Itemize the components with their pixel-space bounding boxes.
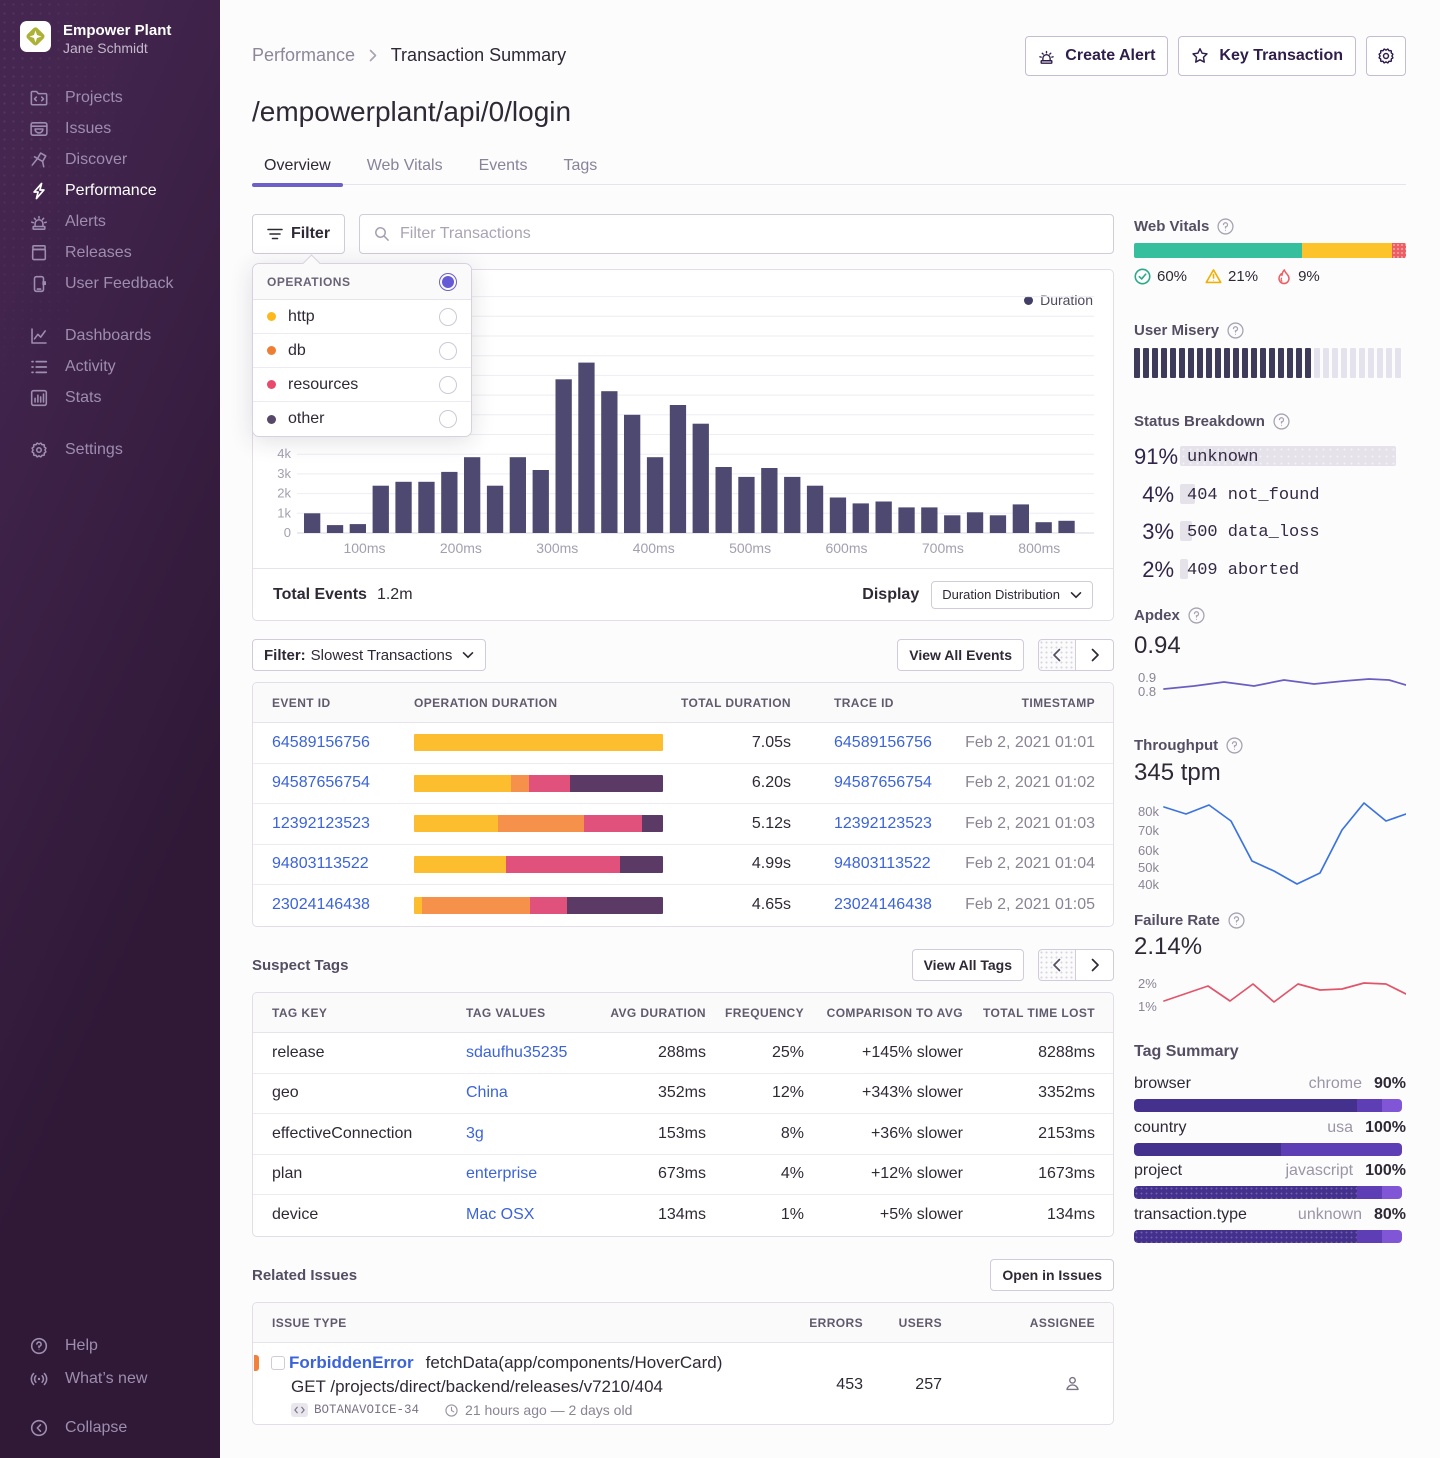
svg-text:4k: 4k bbox=[277, 446, 291, 461]
svg-text:2k: 2k bbox=[277, 486, 291, 501]
svg-text:1k: 1k bbox=[277, 505, 291, 520]
svg-text:300ms: 300ms bbox=[536, 540, 578, 556]
svg-text:400ms: 400ms bbox=[633, 540, 675, 556]
svg-text:0: 0 bbox=[284, 525, 291, 540]
svg-text:800ms: 800ms bbox=[1018, 540, 1060, 556]
svg-text:500ms: 500ms bbox=[729, 540, 771, 556]
svg-text:600ms: 600ms bbox=[825, 540, 867, 556]
svg-text:700ms: 700ms bbox=[922, 540, 964, 556]
svg-text:200ms: 200ms bbox=[440, 540, 482, 556]
svg-text:3k: 3k bbox=[277, 466, 291, 481]
svg-text:100ms: 100ms bbox=[343, 540, 385, 556]
